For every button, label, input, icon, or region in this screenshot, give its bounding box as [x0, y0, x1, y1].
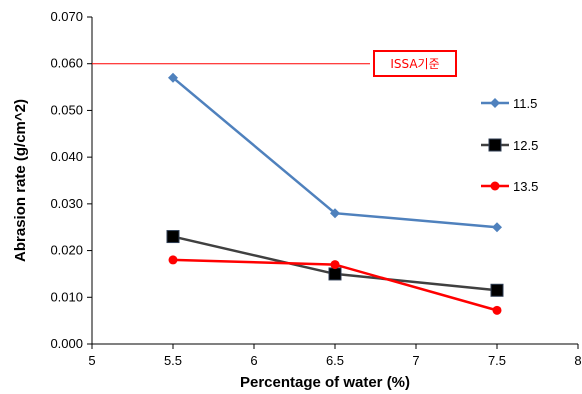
x-tick-label: 8 — [574, 353, 581, 368]
x-tick-label: 6.5 — [326, 353, 344, 368]
x-tick-labels: 5 5.5 6 6.5 7 7.5 8 — [88, 353, 581, 368]
legend-entry-12.5: 12.5 — [481, 138, 538, 153]
legend-entry-13.5: 13.5 — [481, 179, 538, 194]
data-point — [168, 255, 178, 265]
legend-swatch-marker — [490, 181, 500, 191]
axes — [87, 16, 579, 349]
data-point — [330, 208, 340, 219]
y-tick-label: 0.050 — [50, 102, 83, 117]
y-tick-label: 0.020 — [50, 243, 83, 258]
x-axis-title: Percentage of water (%) — [240, 374, 410, 391]
y-tick-label: 0.010 — [50, 289, 83, 304]
y-axis-title: Abrasion rate (g/cm^2) — [12, 99, 29, 262]
y-tick-label: 0.040 — [50, 149, 83, 164]
legend-label: 11.5 — [513, 96, 537, 111]
reference-line-group: ISSA기준 — [92, 50, 457, 77]
legend: 11.5 12.5 13.5 — [481, 96, 538, 194]
y-tick-label: 0.030 — [50, 196, 83, 211]
x-tick-label: 6 — [250, 353, 257, 368]
x-tick-label: 7.5 — [488, 353, 506, 368]
y-tick-label: 0.070 — [50, 9, 83, 24]
data-point — [492, 222, 502, 233]
y-tick-labels: 0.000 0.010 0.020 0.030 0.040 0.050 0.060 0.070 — [50, 9, 83, 351]
series-line — [172, 76, 498, 229]
x-tick-label: 5 — [88, 353, 95, 368]
reference-label: ISSA기준 — [390, 57, 439, 71]
data-point — [328, 267, 342, 281]
series-12.5 — [166, 230, 504, 297]
data-point — [492, 305, 502, 315]
reference-label-box — [373, 50, 457, 77]
data-point — [490, 283, 504, 297]
series-group — [166, 72, 504, 315]
legend-entry-11.5: 11.5 — [481, 96, 537, 111]
data-point — [166, 230, 180, 244]
y-tick-label: 0.060 — [50, 56, 83, 71]
legend-swatch-marker — [490, 98, 500, 108]
series-13.5 — [168, 255, 502, 315]
legend-label: 12.5 — [513, 138, 538, 153]
legend-label: 13.5 — [513, 179, 538, 194]
legend-swatch-marker — [488, 138, 502, 152]
x-tick-label: 5.5 — [164, 353, 182, 368]
y-tick-label: 0.000 — [50, 336, 83, 351]
series-11.5 — [168, 72, 502, 233]
x-tick-label: 7 — [412, 353, 419, 368]
data-point — [168, 72, 178, 83]
data-point — [330, 260, 340, 270]
